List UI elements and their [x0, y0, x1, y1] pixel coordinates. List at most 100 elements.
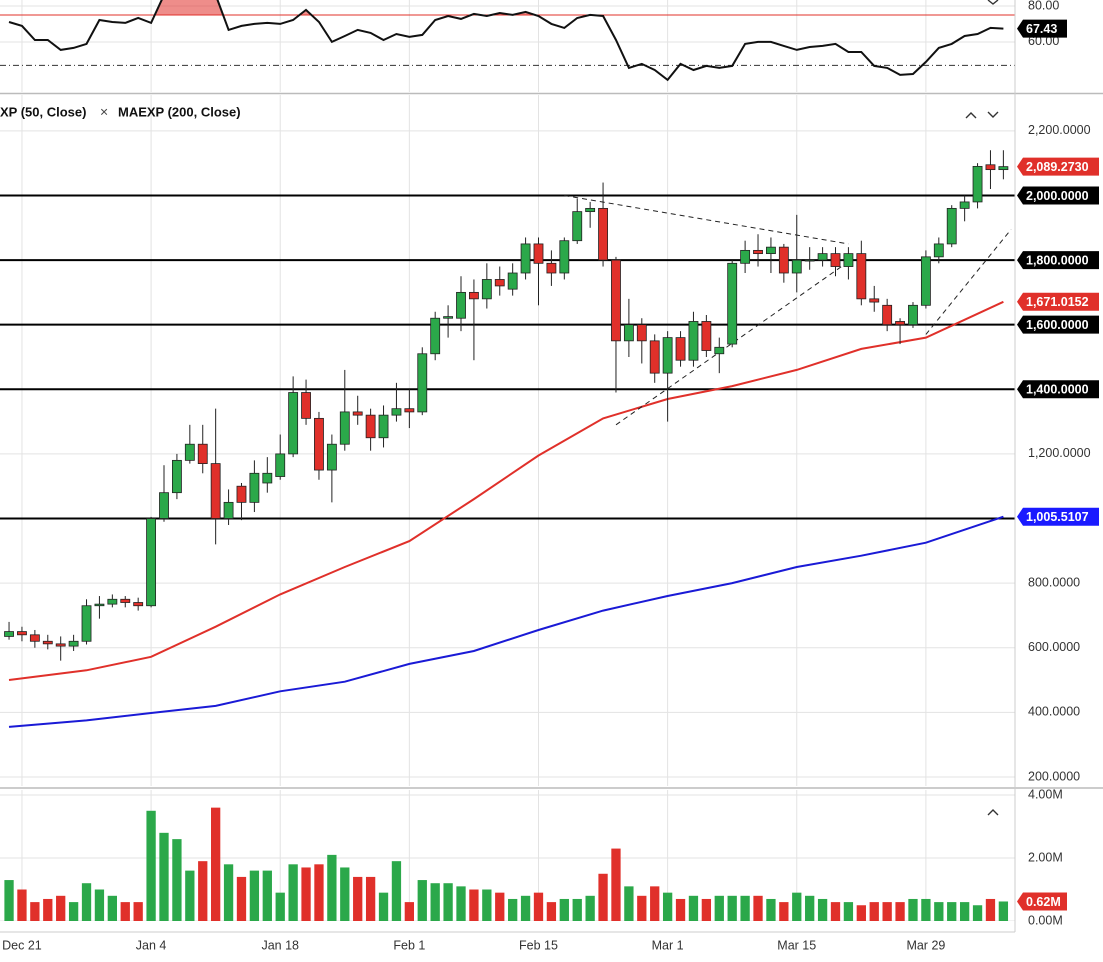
candle-body — [714, 346, 725, 355]
price-badge-label: 67.43 — [1026, 22, 1057, 36]
expand-icon[interactable] — [987, 111, 999, 118]
candle-body — [727, 262, 738, 345]
candle-body — [688, 321, 699, 361]
volume-bar — [185, 870, 195, 921]
volume-bar — [856, 905, 866, 921]
candle-body — [753, 249, 763, 255]
y-tick-label: 1,200.0000 — [1028, 446, 1091, 460]
candle-body — [236, 485, 247, 503]
volume-bar — [30, 902, 40, 921]
candle-body — [17, 631, 27, 636]
volume-bar — [340, 867, 350, 921]
x-tick-label: Mar 1 — [652, 938, 684, 952]
volume-bar — [934, 902, 944, 921]
x-tick-label: Dec 21 — [2, 938, 42, 952]
candle-body — [895, 321, 905, 326]
candle-body — [778, 246, 789, 274]
volume-bar — [585, 895, 595, 921]
volume-bar — [688, 895, 699, 921]
price-panel — [0, 95, 1015, 786]
volume-bar — [56, 895, 66, 921]
x-tick-label: Jan 18 — [261, 938, 299, 952]
candle-body — [585, 207, 596, 213]
candle-body — [611, 259, 621, 342]
price-badge — [1017, 892, 1067, 911]
volume-bar — [727, 895, 737, 921]
volume-bar — [533, 892, 544, 921]
candle-body — [314, 417, 324, 471]
collapse-icon[interactable] — [987, 809, 999, 816]
price-badge-label: 1,005.5107 — [1026, 510, 1089, 524]
candle-body — [998, 166, 1009, 171]
candle-body — [572, 211, 583, 242]
candle-body — [42, 640, 53, 645]
candle-body — [598, 207, 608, 261]
volume-bar — [611, 848, 621, 921]
expand-icon[interactable] — [987, 0, 999, 5]
volume-bar — [972, 905, 983, 921]
candle-body — [29, 634, 40, 642]
overbought-zone — [9, 0, 1004, 15]
x-tick-label: Mar 15 — [777, 938, 816, 952]
volume-bar — [236, 876, 247, 921]
candle-body — [404, 408, 415, 413]
volume-bar — [275, 892, 285, 921]
price-badge — [1017, 251, 1099, 270]
candle-body — [856, 253, 867, 300]
y-tick-label: 200.0000 — [1028, 769, 1080, 783]
volume-bar — [94, 889, 105, 921]
volume-panel — [0, 790, 1015, 921]
price-badge — [1017, 19, 1067, 38]
volume-bar — [404, 902, 415, 921]
volume-bar — [365, 876, 376, 921]
volume-bar — [624, 886, 634, 921]
candle-body — [908, 304, 918, 326]
volume-bar — [133, 902, 143, 921]
volume-bar — [650, 886, 660, 921]
overbought-area — [9, 0, 1004, 15]
candle-body — [365, 414, 376, 439]
candle-body — [107, 598, 118, 605]
volume-bar — [430, 883, 440, 921]
volume-bar — [262, 870, 272, 921]
candle-body — [740, 249, 751, 264]
price-badge-label: 0.62M — [1026, 895, 1061, 909]
volume-bar — [469, 889, 479, 921]
price-badge-label: 1,400.0000 — [1026, 383, 1089, 397]
volume-bar — [81, 883, 92, 921]
collapse-icon[interactable] — [965, 112, 977, 119]
price-badge — [1017, 315, 1099, 334]
rsi-line — [8, 0, 1004, 82]
candle-body — [481, 279, 492, 300]
candle-body — [4, 631, 14, 637]
moving-average — [8, 300, 1004, 681]
x-tick-label: Mar 29 — [906, 938, 945, 952]
price-badge-label: 2,000.0000 — [1026, 189, 1089, 203]
candle-body — [972, 165, 983, 203]
volume-bar — [508, 898, 518, 921]
volume-bar — [998, 901, 1009, 921]
candle-body — [520, 243, 531, 274]
y-tick-label: 800.0000 — [1028, 575, 1080, 589]
volume-bar — [740, 895, 750, 921]
candle-body — [171, 459, 182, 494]
volume-bar — [68, 902, 79, 921]
y-tick-label: 400.0000 — [1028, 705, 1080, 719]
volume-bar — [301, 867, 311, 921]
candle-body — [146, 518, 157, 607]
candle-body — [159, 492, 169, 519]
candle-body — [262, 472, 273, 484]
trendline — [615, 261, 849, 426]
candle-body — [456, 291, 466, 319]
candle-body — [223, 501, 234, 519]
volume-bar — [714, 895, 724, 921]
candle-body — [249, 472, 260, 503]
volume-bar — [637, 895, 647, 921]
volume-bar — [391, 861, 402, 921]
candle-body — [920, 256, 931, 306]
legend-close-icon[interactable]: × — [100, 104, 108, 120]
candle-body — [469, 291, 479, 300]
volume-bar — [882, 902, 892, 921]
volume-bar — [456, 886, 466, 921]
candle-body — [288, 392, 299, 455]
